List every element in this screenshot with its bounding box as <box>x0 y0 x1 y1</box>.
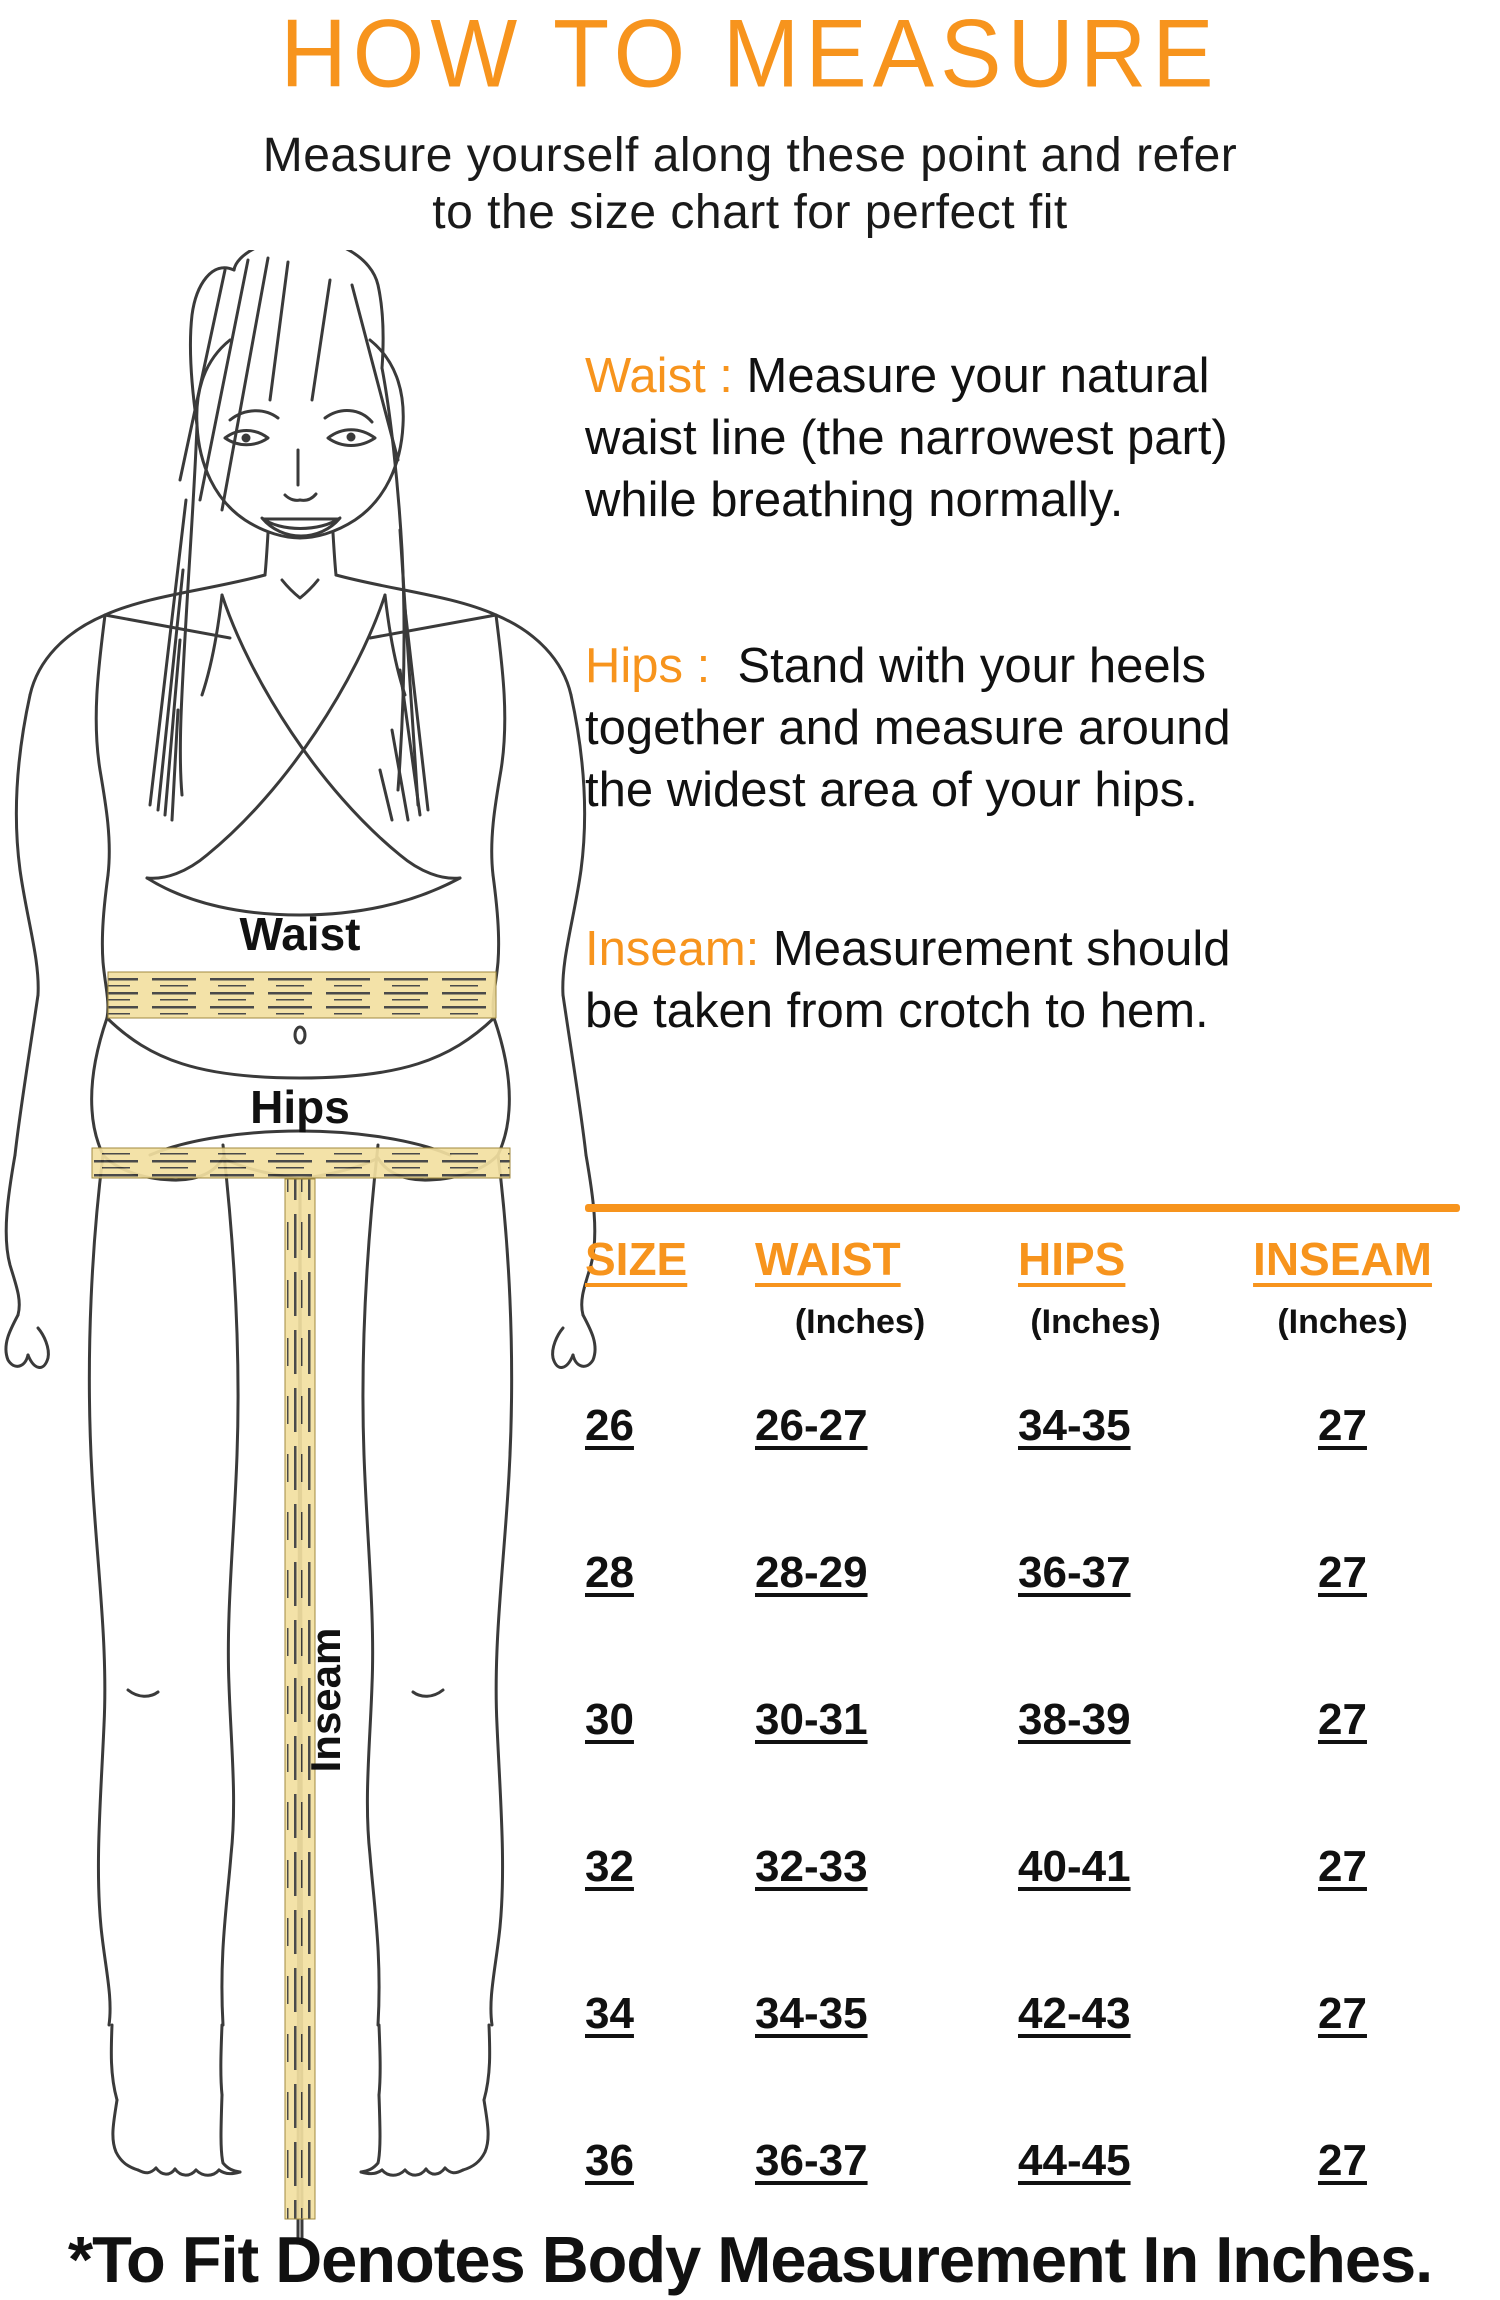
svg-text:Hips: Hips <box>250 1081 350 1133</box>
svg-text:Waist: Waist <box>240 908 361 960</box>
svg-text:Inseam: Inseam <box>302 1628 349 1773</box>
